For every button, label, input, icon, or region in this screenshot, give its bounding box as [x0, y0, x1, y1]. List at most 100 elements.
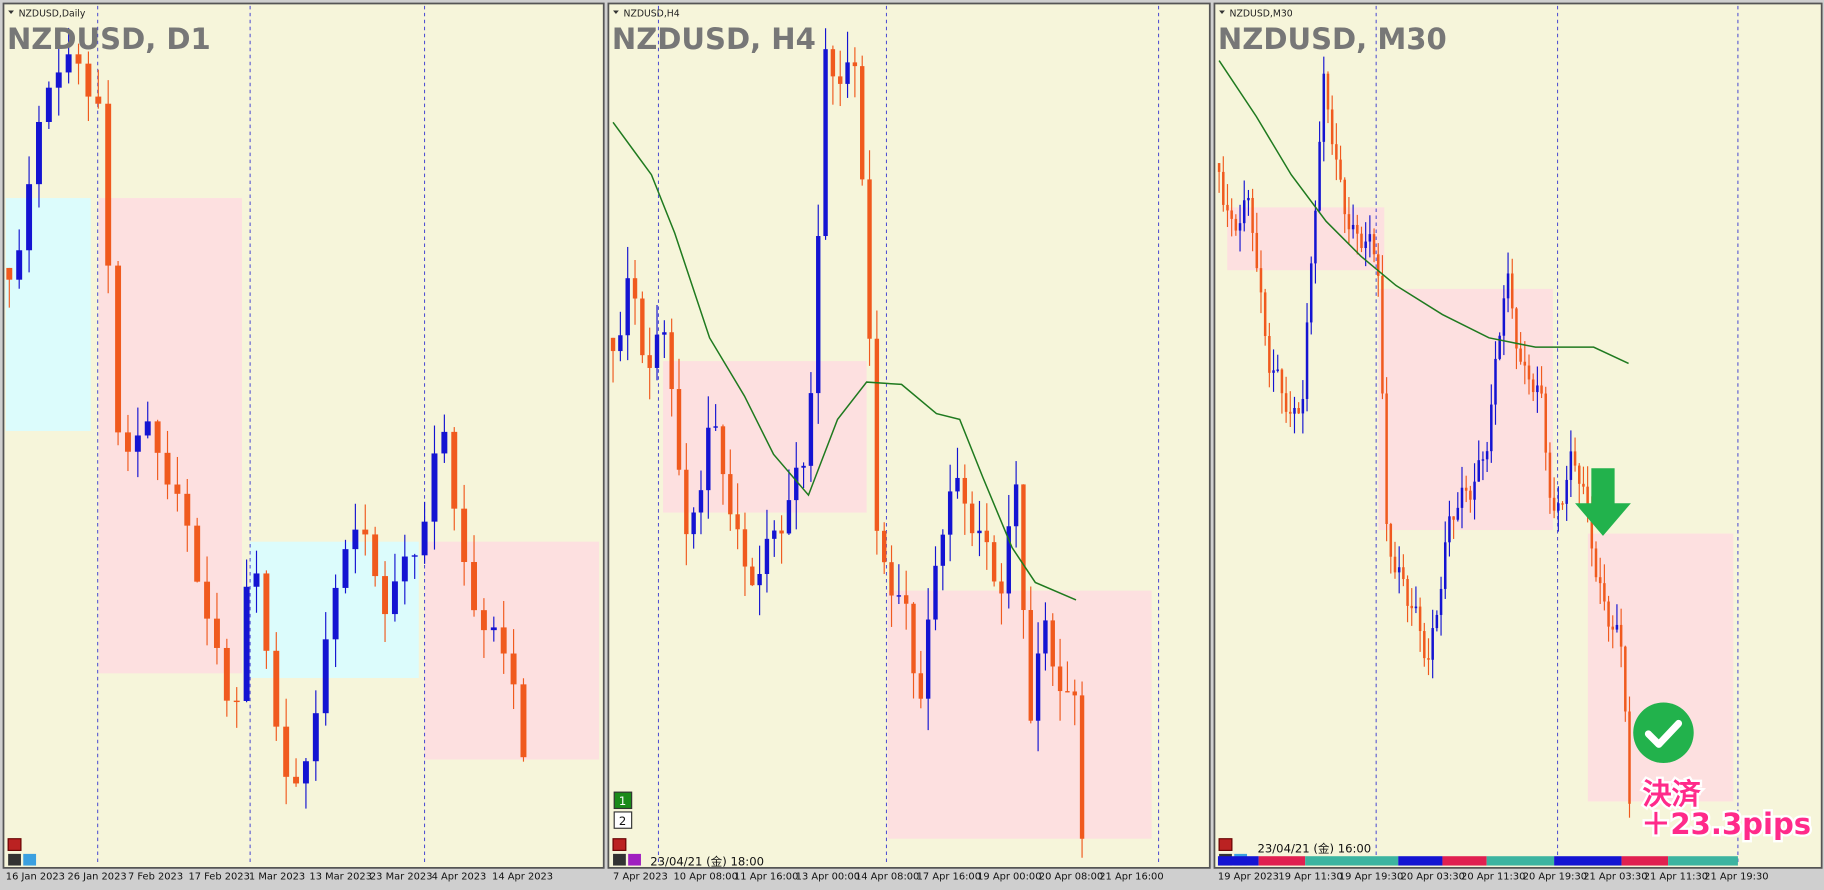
candle-body	[85, 63, 92, 97]
candle-body	[1515, 308, 1518, 349]
session-bar	[1217, 856, 1259, 866]
candle-body	[1540, 385, 1543, 394]
candle-body	[1326, 73, 1330, 110]
x-axis-label: 14 Apr 08:00	[855, 872, 919, 883]
x-axis-label: 4 Apr 2023	[432, 872, 487, 883]
x-axis-label: 21 Apr 16:00	[1099, 872, 1163, 883]
candle-body	[1318, 141, 1321, 211]
candle-body	[1057, 666, 1063, 692]
candle-body	[1469, 490, 1472, 500]
timestamp: 23/04/21 (金) 16:00	[1257, 842, 1371, 856]
candle-body	[500, 627, 507, 654]
candle-body	[1079, 695, 1085, 839]
candle-body	[750, 566, 755, 586]
candle-body	[1427, 658, 1430, 660]
candle-body	[881, 530, 887, 563]
candle-body	[1577, 465, 1581, 484]
candle-body	[1251, 197, 1254, 233]
candle-body	[1226, 204, 1229, 211]
candle-body	[490, 627, 497, 631]
candle-body	[838, 76, 843, 84]
candle-body	[684, 469, 689, 535]
candle-body	[1628, 711, 1631, 804]
candle-body	[1527, 365, 1531, 380]
candle-body	[632, 278, 638, 299]
candle-body	[1364, 241, 1367, 249]
session-bar	[1258, 856, 1306, 866]
candle-body	[1385, 393, 1388, 524]
candle-body	[1402, 567, 1405, 580]
candle-body	[431, 453, 438, 522]
chart-header: NZDUSD,H4	[624, 8, 680, 19]
candle-body	[1351, 224, 1355, 230]
x-axis-label: 7 Feb 2023	[128, 872, 183, 883]
x-axis-label: 14 Apr 2023	[492, 872, 553, 883]
candle-body	[720, 426, 726, 475]
chart-title: NZDUSD, M30	[1218, 22, 1447, 56]
candle-body	[742, 529, 748, 567]
candle-body	[1494, 358, 1497, 405]
candle-body	[6, 267, 13, 280]
candle-body	[706, 427, 711, 491]
session-bar	[1305, 856, 1399, 866]
candle-body	[213, 618, 220, 648]
x-axis-label: 1 Mar 2023	[249, 872, 305, 883]
chart-title: NZDUSD, H4	[612, 22, 816, 56]
session-bar	[1398, 856, 1443, 866]
collapse-icon	[8, 10, 14, 14]
candle-body	[779, 530, 784, 534]
candle-body	[1490, 404, 1493, 452]
x-axis-label: 20 Apr 08:00	[1039, 872, 1103, 883]
annotation-text: ＋23.3pips	[1641, 807, 1811, 841]
candle-body	[283, 726, 290, 777]
candle-body	[962, 477, 968, 504]
candle-body	[1536, 385, 1539, 393]
sell-arrow	[1575, 468, 1631, 536]
candle-body	[1594, 548, 1598, 578]
candle-body	[36, 121, 42, 185]
x-axis-label: 7 Apr 2023	[613, 872, 668, 883]
candle-body	[1272, 370, 1275, 373]
candle-body	[1255, 232, 1259, 269]
candle-body	[1414, 606, 1418, 609]
candle-body	[1569, 451, 1573, 480]
candle-body	[852, 62, 858, 67]
candle-body	[823, 49, 828, 237]
candle-body	[1473, 481, 1476, 500]
candle-body	[293, 776, 300, 784]
candle-body	[1217, 163, 1221, 172]
candle-body	[312, 713, 319, 762]
candle-body	[1381, 275, 1384, 394]
candle-body	[16, 250, 23, 280]
x-axis-label: 19 Apr 19:30	[1339, 872, 1403, 883]
candle-body	[184, 493, 191, 526]
candle-body	[1448, 516, 1451, 543]
candle-body	[794, 467, 799, 501]
candle-body	[144, 421, 151, 436]
candle-body	[1502, 298, 1506, 336]
candle-body	[1397, 567, 1401, 573]
candle-body	[411, 555, 418, 557]
candle-body	[1603, 583, 1606, 602]
session-bar	[1554, 856, 1622, 866]
zone-box	[424, 541, 600, 760]
x-axis-label: 19 Apr 2023	[1218, 872, 1279, 883]
candle-body	[867, 179, 872, 339]
candle-body	[1611, 626, 1615, 630]
candle-body	[1481, 459, 1485, 461]
candle-body	[1043, 620, 1048, 654]
candle-body	[1519, 348, 1522, 362]
candle-body	[1573, 451, 1577, 466]
check-mark	[1644, 719, 1683, 748]
candle-body	[164, 452, 171, 485]
candle-body	[728, 474, 733, 515]
candle-body	[243, 586, 250, 701]
x-axis-label: 20 Apr 19:30	[1523, 872, 1587, 883]
candle-body	[1582, 483, 1585, 487]
x-axis-label: 21 Apr 03:30	[1583, 872, 1647, 883]
chart-title: NZDUSD, D1	[7, 22, 211, 56]
candle-body	[342, 549, 349, 588]
candle-body	[772, 530, 777, 539]
x-axis-label: 21 Apr 19:30	[1704, 872, 1768, 883]
x-axis-label: 21 Apr 11:30	[1644, 872, 1708, 883]
